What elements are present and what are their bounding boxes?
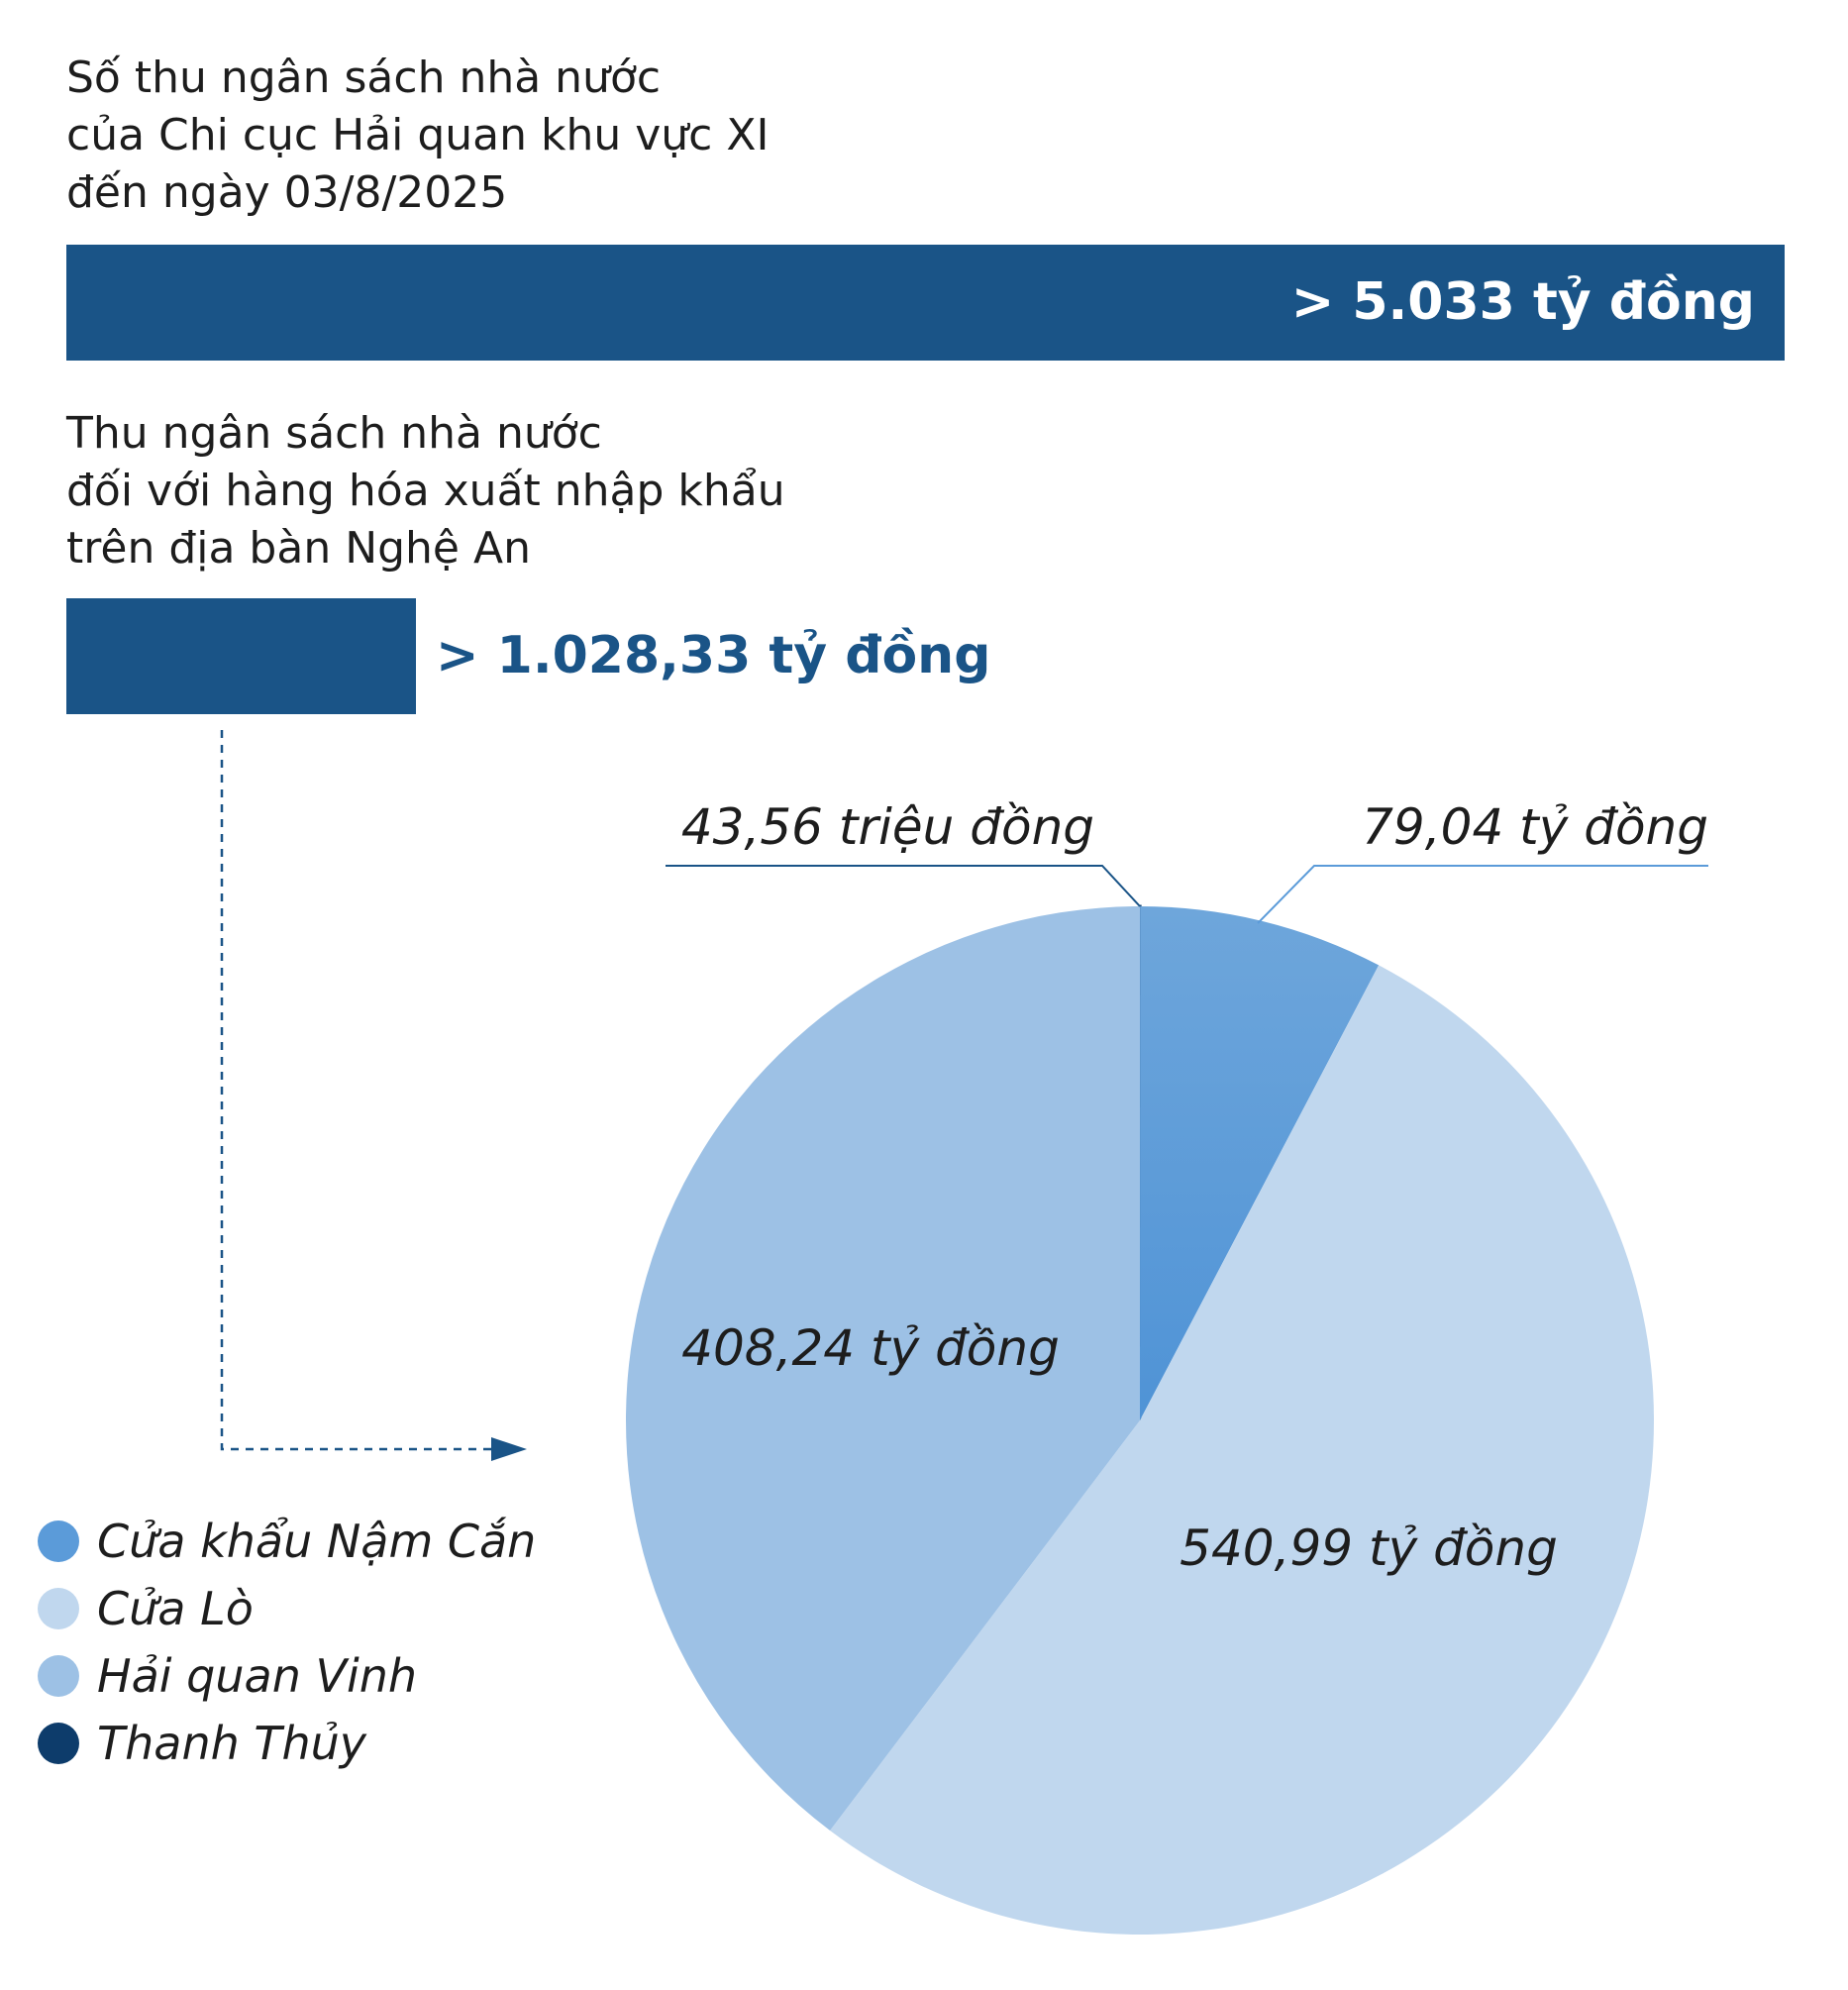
- total-revenue-bar: > 5.033 tỷ đồng: [66, 245, 1785, 361]
- nghe-an-revenue-value: > 1.028,33 tỷ đồng: [436, 626, 991, 685]
- heading-line: Thu ngân sách nhà nước: [66, 408, 602, 459]
- legend-swatch: [38, 1588, 79, 1629]
- total-revenue-heading: Số thu ngân sách nhà nước của Chi cục Hả…: [66, 50, 769, 222]
- label-hai-quan-vinh: 408,24 tỷ đồng: [681, 1319, 1060, 1377]
- legend-label: Hải quan Vinh: [97, 1649, 418, 1703]
- legend-swatch: [38, 1723, 79, 1764]
- pie-slices: [625, 904, 1654, 1935]
- legend-label: Cửa Lò: [97, 1582, 254, 1635]
- connector-arrow-line: [220, 730, 495, 1451]
- pie-slice-hai-quan-vinh: [625, 906, 1140, 1832]
- legend-label: Cửa khẩu Nậm Cắn: [97, 1515, 537, 1568]
- label-cua-lo: 540,99 tỷ đồng: [1180, 1519, 1558, 1577]
- arrow-head-icon: [491, 1437, 527, 1461]
- total-revenue-value: > 5.033 tỷ đồng: [1290, 272, 1755, 332]
- heading-line: đến ngày 03/8/2025: [66, 167, 508, 218]
- legend-swatch: [38, 1520, 79, 1562]
- label-thanh-thuy: 43,56 triệu đồng: [681, 798, 1094, 856]
- pie-slice-cua-lo: [830, 965, 1654, 1935]
- leader-nam-can: [1257, 865, 1708, 924]
- heading-line: trên địa bàn Nghệ An: [66, 523, 531, 574]
- heading-line: của Chi cục Hải quan khu vực XI: [66, 110, 770, 160]
- pie-slice-cua-khau-nam-can: [1140, 906, 1380, 1420]
- legend-item: Cửa khẩu Nậm Cắn: [38, 1508, 536, 1575]
- legend-item: Cửa Lò: [38, 1575, 536, 1642]
- label-leaders: [666, 865, 1708, 924]
- legend-label: Thanh Thủy: [97, 1717, 367, 1770]
- legend-swatch: [38, 1655, 79, 1697]
- nghe-an-revenue-heading: Thu ngân sách nhà nước đối với hàng hóa …: [66, 405, 785, 577]
- legend-item: Thanh Thủy: [38, 1710, 536, 1777]
- legend-item: Hải quan Vinh: [38, 1642, 536, 1710]
- nghe-an-revenue-bar: [66, 598, 416, 714]
- chart-legend: Cửa khẩu Nậm Cắn Cửa Lò Hải quan Vinh Th…: [38, 1508, 536, 1777]
- heading-line: Số thu ngân sách nhà nước: [66, 52, 662, 103]
- label-nam-can: 79,04 tỷ đồng: [1362, 798, 1708, 856]
- leader-thanh-thuy: [666, 865, 1141, 907]
- heading-line: đối với hàng hóa xuất nhập khẩu: [66, 466, 785, 516]
